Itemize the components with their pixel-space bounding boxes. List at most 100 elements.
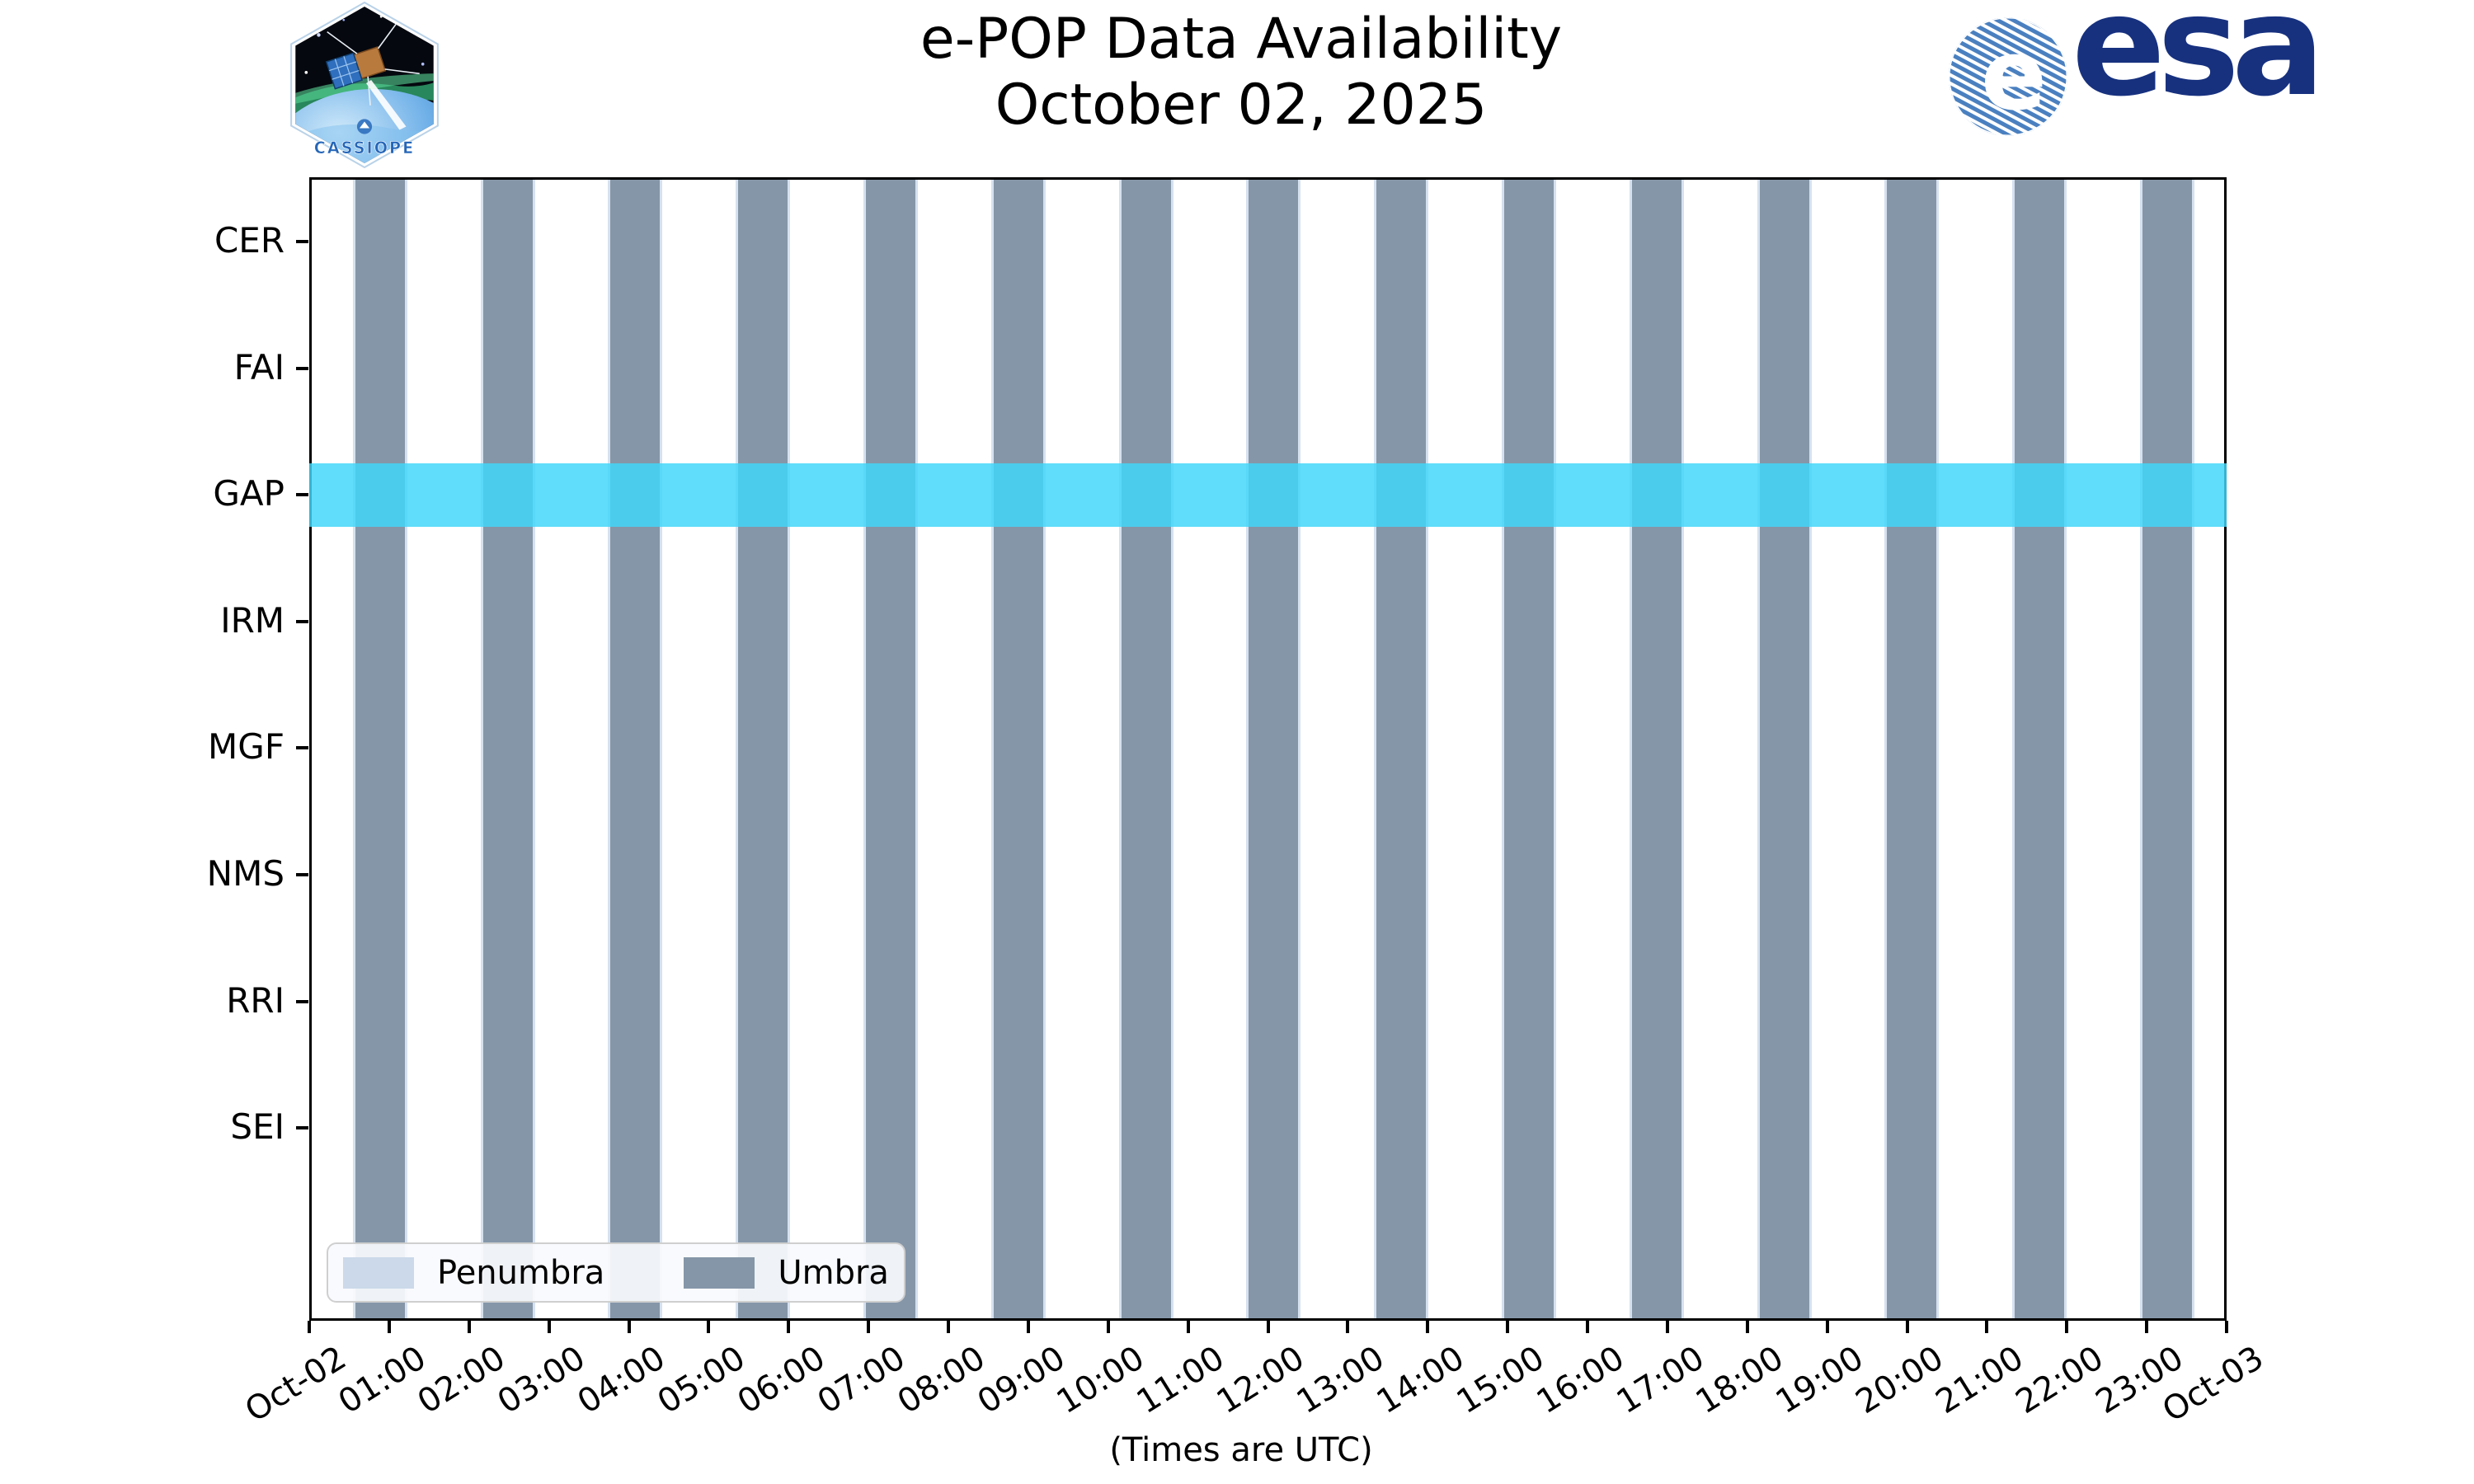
- penumbra-interval-strip: [1171, 180, 1174, 1318]
- x-tick-mark: [1026, 1321, 1030, 1333]
- umbra-interval-bar: [738, 180, 788, 1318]
- penumbra-interval-strip: [353, 180, 356, 1318]
- x-tick-mark: [1506, 1321, 1510, 1333]
- penumbra-interval-strip: [2192, 180, 2195, 1318]
- penumbra-interval-strip: [1630, 180, 1633, 1318]
- satellite-illustration: [325, 18, 420, 106]
- x-tick-mark: [2145, 1321, 2149, 1333]
- y-tick-mark: [296, 366, 308, 370]
- x-tick-label: 21:00: [1929, 1339, 2030, 1422]
- x-tick-label: Oct-02: [238, 1339, 353, 1430]
- x-tick-label: 14:00: [1370, 1339, 1471, 1422]
- penumbra-interval-strip: [1374, 180, 1377, 1318]
- x-tick-label: 10:00: [1050, 1339, 1152, 1422]
- penumbra-interval-strip: [1426, 180, 1429, 1318]
- x-tick-mark: [1346, 1321, 1350, 1333]
- umbra-interval-bar: [1249, 180, 1299, 1318]
- x-tick-mark: [947, 1321, 950, 1333]
- x-tick-mark: [308, 1321, 311, 1333]
- penumbra-legend-label: Penumbra: [437, 1253, 605, 1292]
- penumbra-interval-strip: [1809, 180, 1813, 1318]
- penumbra-interval-strip: [1936, 180, 1940, 1318]
- x-tick-mark: [1106, 1321, 1110, 1333]
- penumbra-interval-strip: [1043, 180, 1047, 1318]
- y-tick-mark: [296, 873, 308, 876]
- availability-band-gap: [309, 463, 2227, 527]
- x-tick-label: 22:00: [2009, 1339, 2110, 1422]
- penumbra-interval-strip: [405, 180, 408, 1318]
- esa-wordmark: esa: [2072, 0, 2325, 127]
- x-tick-mark: [1266, 1321, 1270, 1333]
- x-axis-title: (Times are UTC): [1109, 1431, 1373, 1469]
- y-tick-mark: [296, 240, 308, 243]
- y-tick-label-gap: GAP: [213, 473, 285, 514]
- x-tick-mark: [547, 1321, 551, 1333]
- x-tick-mark: [1905, 1321, 1909, 1333]
- penumbra-interval-strip: [1298, 180, 1301, 1318]
- x-tick-label: 06:00: [731, 1339, 832, 1422]
- umbra-interval-bar: [1760, 180, 1810, 1318]
- umbra-interval-bar: [1504, 180, 1554, 1318]
- x-tick-label: 12:00: [1210, 1339, 1311, 1422]
- umbra-interval-bar: [1632, 180, 1682, 1318]
- plot-area: [309, 177, 2227, 1321]
- penumbra-interval-strip: [533, 180, 536, 1318]
- umbra-legend-swatch: [684, 1256, 755, 1289]
- penumbra-interval-strip: [481, 180, 484, 1318]
- penumbra-interval-strip: [660, 180, 663, 1318]
- cassiope-mission-patch: CASSIOPE: [277, 1, 452, 169]
- x-tick-mark: [627, 1321, 631, 1333]
- esa-globe-icon: e: [1949, 17, 2067, 136]
- y-tick-label-sei: SEI: [230, 1106, 285, 1148]
- x-tick-label: 13:00: [1290, 1339, 1391, 1422]
- umbra-interval-bar: [866, 180, 916, 1318]
- legend: Penumbra Umbra: [327, 1242, 905, 1303]
- umbra-interval-bar: [1376, 180, 1427, 1318]
- y-tick-label-mgf: MGF: [208, 726, 285, 768]
- x-tick-mark: [707, 1321, 711, 1333]
- x-tick-mark: [2225, 1321, 2228, 1333]
- penumbra-interval-strip: [915, 180, 919, 1318]
- x-tick-label: 15:00: [1450, 1339, 1551, 1422]
- cassiope-patch-label: CASSIOPE: [314, 139, 416, 157]
- penumbra-interval-strip: [1502, 180, 1505, 1318]
- y-tick-mark: [296, 1126, 308, 1130]
- penumbra-interval-strip: [1681, 180, 1685, 1318]
- y-tick-label-irm: IRM: [220, 599, 285, 641]
- x-tick-mark: [2065, 1321, 2069, 1333]
- x-tick-label: 09:00: [971, 1339, 1072, 1422]
- x-tick-mark: [1586, 1321, 1589, 1333]
- x-tick-mark: [387, 1321, 391, 1333]
- penumbra-interval-strip: [1554, 180, 1557, 1318]
- penumbra-interval-strip: [2140, 180, 2143, 1318]
- penumbra-interval-strip: [1884, 180, 1888, 1318]
- x-tick-label: 07:00: [811, 1339, 912, 1422]
- x-tick-mark: [1745, 1321, 1749, 1333]
- y-tick-label-rri: RRI: [226, 979, 285, 1021]
- penumbra-legend-swatch: [343, 1256, 414, 1289]
- penumbra-interval-strip: [991, 180, 995, 1318]
- penumbra-interval-strip: [736, 180, 739, 1318]
- x-tick-label: 20:00: [1849, 1339, 1950, 1422]
- umbra-interval-bar: [610, 180, 661, 1318]
- penumbra-interval-strip: [2012, 180, 2015, 1318]
- x-tick-label: 18:00: [1689, 1339, 1791, 1422]
- x-tick-label: 02:00: [411, 1339, 513, 1422]
- y-tick-mark: [296, 999, 308, 1003]
- x-tick-mark: [1985, 1321, 1989, 1333]
- x-tick-label: 17:00: [1610, 1339, 1711, 1422]
- umbra-interval-bar: [355, 180, 406, 1318]
- penumbra-interval-strip: [1119, 180, 1122, 1318]
- umbra-interval-bar: [483, 180, 534, 1318]
- x-tick-mark: [1825, 1321, 1829, 1333]
- y-tick-label-cer: CER: [214, 220, 285, 261]
- chart-subtitle: October 02, 2025: [995, 73, 1488, 138]
- penumbra-interval-strip: [863, 180, 867, 1318]
- umbra-interval-bar: [994, 180, 1044, 1318]
- chart-title-block: e-POP Data Availability October 02, 2025: [280, 7, 2202, 139]
- x-tick-mark: [1665, 1321, 1669, 1333]
- esa-logo: e esa: [1946, 0, 2408, 168]
- y-tick-mark: [296, 619, 308, 623]
- umbra-interval-bar: [2015, 180, 2065, 1318]
- umbra-interval-bar: [2142, 180, 2193, 1318]
